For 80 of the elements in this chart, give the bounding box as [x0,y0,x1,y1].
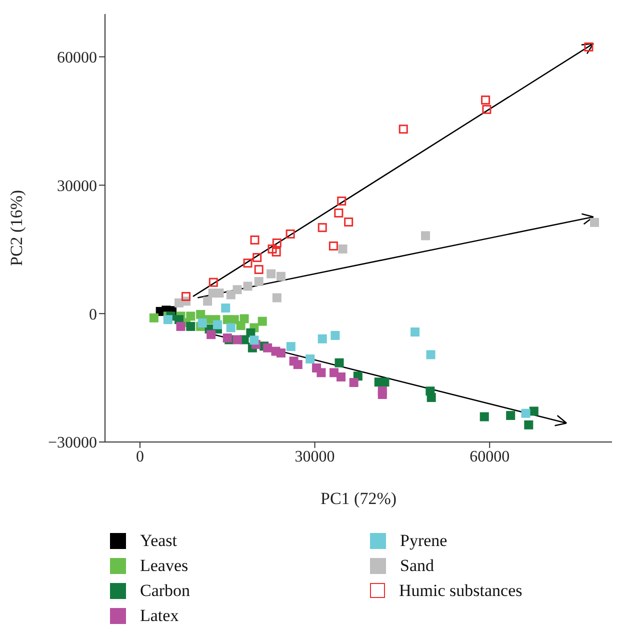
point [258,316,267,326]
point [482,104,492,114]
point [318,223,327,232]
legend-label: Sand [400,556,434,576]
y-tick-label: 0 [89,306,97,324]
point [243,258,252,268]
point [254,265,264,274]
point [182,292,191,301]
point [276,348,286,358]
legend-label: Yeast [140,530,178,550]
point [203,296,212,306]
point [328,241,338,250]
point [243,282,252,291]
y-tick-label: 60000 [57,49,97,66]
legend-label: Latex [140,606,179,626]
y-axis-title: PC2 (16%) [7,190,26,266]
point [176,322,186,331]
point [336,372,346,382]
point [149,313,158,322]
point [272,247,281,256]
legend-label: Carbon [140,580,190,600]
point [276,272,286,281]
point [344,218,354,227]
point [524,420,534,430]
point [529,406,538,416]
point [266,269,276,278]
point [481,96,490,105]
point [334,208,344,218]
point [306,354,315,364]
point [268,244,277,254]
point [236,321,246,330]
point [398,124,408,134]
point [426,392,436,402]
point [250,235,260,244]
x-tick-label: 30000 [294,448,335,466]
point [226,323,236,332]
point [272,293,282,302]
legend-label: Humic substances [399,580,522,600]
point [272,238,282,248]
point [286,229,295,238]
point [163,315,172,324]
point [221,304,230,313]
legend-label: Leaves [140,556,188,576]
point [263,343,272,352]
point [186,322,196,331]
x-tick-label: 60000 [470,448,510,466]
point [590,218,600,227]
y-tick-label: −30000 [48,434,97,452]
point [318,334,327,344]
point [254,277,264,286]
point [232,335,242,344]
point [206,330,216,340]
point [286,342,296,352]
point [293,360,302,370]
point [480,412,489,422]
point [250,336,259,345]
point [421,231,430,240]
point [214,288,224,298]
point [334,358,344,368]
point [338,244,348,254]
point [584,42,594,52]
point [337,196,346,206]
point [232,285,242,294]
point [506,410,516,420]
point [521,408,530,418]
point [330,330,340,340]
point [198,318,207,328]
point [316,368,326,378]
point [349,378,358,388]
y-tick-label: 30000 [57,178,97,195]
point [208,278,218,287]
point [380,378,390,387]
point [212,320,222,330]
legend-label: Pyrene [400,530,448,550]
x-axis-title: PC1 (72%) [320,489,397,508]
x-tick-label: 0 [136,448,144,466]
point [426,350,436,360]
point [252,253,262,262]
point [378,390,387,399]
point [410,328,420,337]
